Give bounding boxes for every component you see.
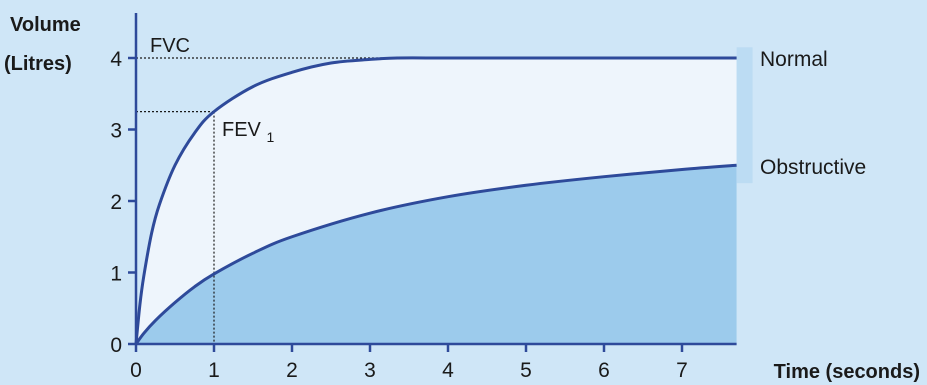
y-tick-label: 1 [110, 263, 122, 286]
fvc-label: FVC [150, 35, 190, 57]
y-tick-label: 3 [110, 120, 122, 143]
y-axis-title-line1: Volume [10, 14, 81, 36]
fev1-label-subscript: 1 [266, 129, 274, 145]
y-axis-ticks: 0 1 2 3 4 [110, 48, 136, 357]
normal-curve [134, 56, 737, 345]
y-tick-label: 0 [110, 334, 122, 357]
x-axis-title: Time (seconds) [774, 361, 920, 383]
x-tick-label: 3 [364, 359, 376, 382]
x-tick-label: 1 [208, 359, 220, 382]
x-tick-label: 0 [130, 359, 142, 382]
right-edge-bar [736, 47, 753, 184]
normal-series-label: Normal [760, 48, 828, 71]
x-tick-label: 5 [520, 359, 532, 382]
x-tick-label: 7 [676, 359, 688, 382]
obstructive-area-fill [136, 165, 737, 344]
obstructive-curve [134, 163, 737, 345]
fev1-label: FEV 1 [222, 119, 274, 145]
fev1-label-main: FEV [222, 119, 262, 141]
x-tick-label: 6 [598, 359, 610, 382]
y-tick-label: 2 [110, 191, 122, 214]
obstructive-series-label: Obstructive [760, 156, 866, 179]
x-tick-label: 2 [286, 359, 298, 382]
x-axis-ticks: 0 1 2 3 4 5 6 7 [130, 344, 688, 382]
y-axis-title-line2: (Litres) [4, 53, 72, 75]
x-tick-label: 4 [442, 359, 454, 382]
y-tick-label: 4 [110, 48, 122, 71]
